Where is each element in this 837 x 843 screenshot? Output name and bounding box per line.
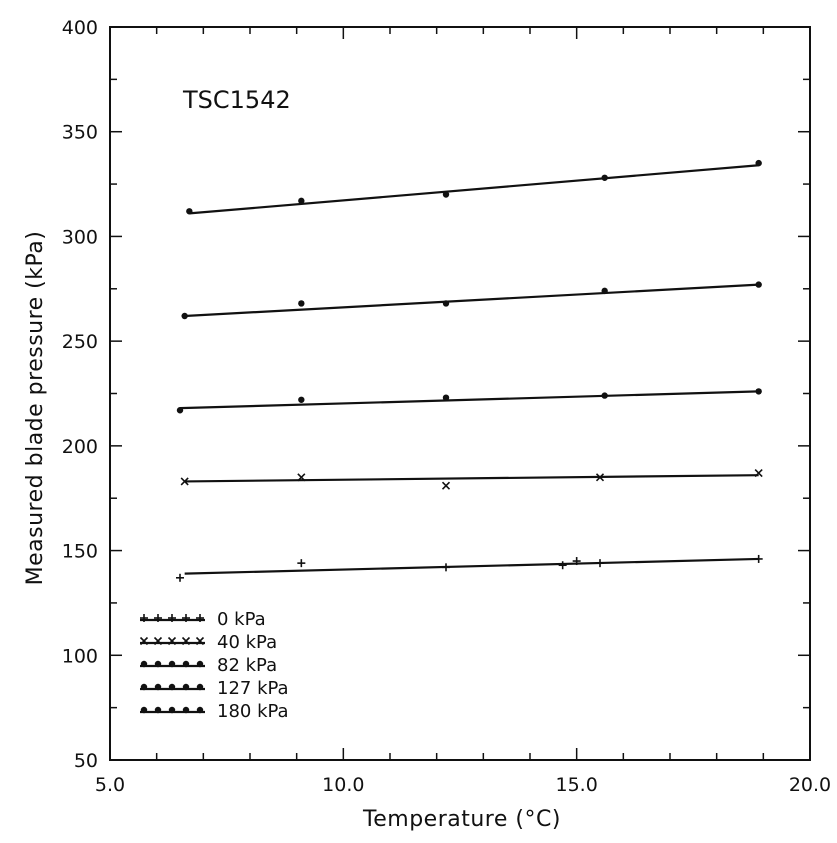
legend-marker [168,683,176,691]
legend-label: 127 kPa [217,678,289,699]
legend-label: 82 kPa [217,655,277,676]
data-point-series-4 [442,191,450,198]
data-point-series-3 [181,312,188,320]
legend-marker [154,660,162,668]
legend-marker [140,683,148,691]
x-tick-label: 5.0 [95,774,125,796]
legend-marker [182,660,190,668]
data-point-series-2 [176,407,184,414]
legend-marker [195,636,205,646]
legend-label: 180 kPa [217,701,289,722]
data-point-series-0 [754,554,763,563]
legend-marker [139,636,149,646]
legend-marker [196,706,204,714]
data-point-series-1 [595,473,605,482]
data-point-series-2 [298,396,305,403]
legend-marker [140,660,148,668]
legend-marker [154,614,162,622]
fit-lines [179,164,759,575]
y-axis-label: Measured blade pressure (kPa) [23,231,48,586]
data-point-series-4 [601,174,608,181]
legend-marker [196,683,204,691]
y-tick-label: 200 [62,436,98,458]
y-tick-label: 50 [74,750,98,772]
y-tick-label: 100 [62,645,98,667]
fit-line-series-1 [184,474,759,483]
y-tick-label: 400 [62,17,98,39]
legend-marker [153,636,163,646]
legend-marker [196,660,204,668]
data-point-series-2 [442,394,450,401]
legend-label: 0 kPa [217,609,266,630]
data-point-series-4 [298,197,305,205]
y-tick-label: 250 [62,331,98,353]
x-tick-label: 15.0 [556,774,598,796]
legend-marker [168,614,176,622]
legend-entry: 82 kPa [140,655,277,676]
fit-line-series-2 [179,390,759,410]
data-markers [176,159,763,582]
data-point-series-0 [596,559,604,568]
data-point-series-3 [755,281,762,288]
legend-marker [168,706,176,714]
legend-marker [182,614,190,622]
data-point-series-2 [755,388,762,395]
x-tick-label: 10.0 [322,774,364,796]
data-point-series-3 [298,300,305,307]
axis-ticks [109,26,811,761]
data-point-series-3 [442,300,450,307]
tick-labels: 5.0 10.0 15.0 20.0 50 100 150 200 250 300 350 400 [62,17,831,796]
data-point-series-1 [180,477,189,486]
data-point-series-4 [186,208,193,215]
data-point-series-1 [297,473,306,482]
x-tick-label: 20.0 [789,774,831,796]
legend-marker [154,683,162,691]
legend-marker [182,683,190,691]
y-tick-label: 350 [62,122,98,144]
legend-entry: 180 kPa [140,701,289,722]
legend-marker [168,660,176,668]
legend-marker [140,706,148,714]
legend-marker [181,636,191,646]
legend-entry: 40 kPa [139,632,277,653]
legend-entry: 127 kPa [140,678,289,699]
data-point-series-0 [442,563,450,572]
legend-marker [196,614,204,622]
fit-line-series-0 [184,557,759,575]
data-point-series-3 [601,287,608,295]
data-point-series-0 [558,561,567,570]
legend-marker [140,614,148,622]
legend-marker [167,636,177,646]
legend-marker [154,706,162,714]
chart-annotation: TSC1542 [182,86,291,114]
x-axis-label: Temperature (°C) [362,807,561,832]
data-point-series-2 [601,392,608,399]
data-point-series-1 [754,469,763,478]
y-tick-label: 150 [62,541,98,563]
data-point-series-0 [297,559,306,568]
y-tick-label: 300 [62,226,98,248]
data-point-series-0 [572,557,581,566]
fit-line-series-4 [189,164,759,215]
legend-entry: 0 kPa [140,609,266,630]
data-point-series-4 [755,159,762,167]
fit-line-series-3 [184,283,759,318]
legend-label: 40 kPa [217,632,277,653]
data-point-series-1 [441,481,451,490]
legend-marker [182,706,190,714]
data-point-series-0 [176,573,184,582]
